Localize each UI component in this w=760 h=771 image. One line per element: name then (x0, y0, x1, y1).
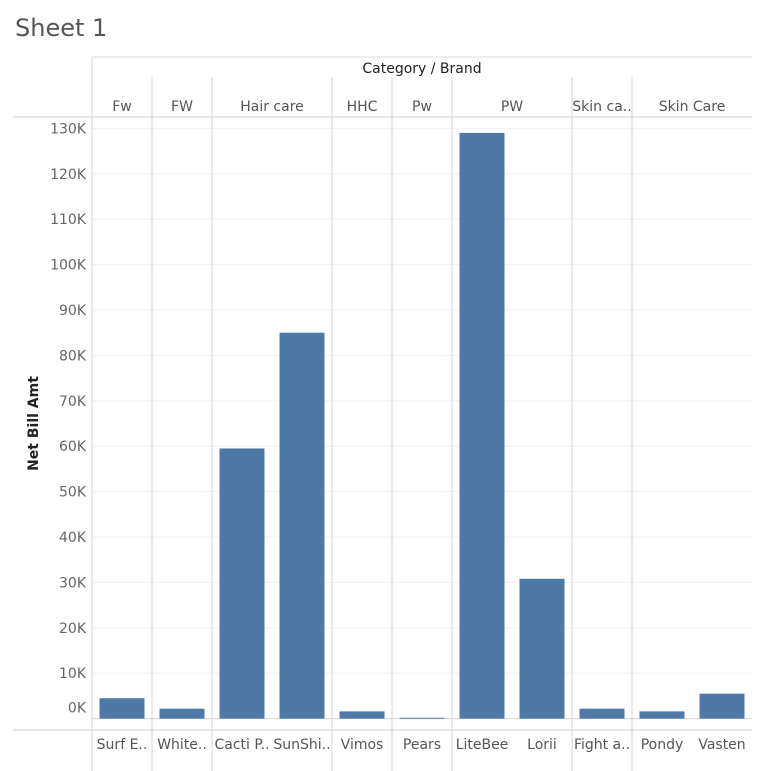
bar (519, 578, 565, 719)
brand-label: SunShi.. (273, 737, 330, 753)
bar (159, 708, 205, 719)
category-label: FW (171, 99, 193, 115)
bar (219, 448, 265, 719)
brand-label: LiteBee (456, 737, 509, 753)
header-title: Category / Brand (362, 61, 481, 77)
brand-label: Cacti P.. (214, 737, 269, 753)
y-tick-label: 100K (50, 258, 87, 274)
y-tick-label: 40K (59, 530, 87, 546)
brand-label: Fight a.. (574, 737, 630, 753)
y-tick-label: 80K (59, 348, 87, 364)
brand-label: Pondy (641, 737, 684, 753)
y-tick-label: 70K (59, 394, 87, 410)
category-label: Skin ca.. (572, 99, 631, 115)
brand-label: White.. (157, 737, 207, 753)
brand-label: Pears (403, 737, 441, 753)
category-label: Pw (412, 99, 432, 115)
category-label: Skin Care (659, 99, 726, 115)
bar (279, 332, 325, 719)
brand-label: Vimos (341, 737, 384, 753)
y-tick-label: 130K (50, 121, 87, 137)
y-tick-label: 120K (50, 167, 87, 183)
bar (699, 693, 745, 719)
y-axis-title: Net Bill Amt (26, 376, 42, 471)
category-label: Hair care (240, 99, 304, 115)
bar (399, 717, 445, 719)
y-tick-label: 110K (50, 212, 87, 228)
y-tick-label: 90K (59, 303, 87, 319)
category-label: HHC (347, 99, 378, 115)
bar (339, 711, 385, 719)
brand-label: Surf E.. (97, 737, 148, 753)
category-label: Fw (112, 99, 132, 115)
bar (99, 698, 145, 719)
y-tick-label: 30K (59, 575, 87, 591)
bar (579, 708, 625, 719)
y-tick-label: 60K (59, 439, 87, 455)
y-tick-label: 50K (59, 485, 87, 501)
sheet-title: Sheet 1 (15, 14, 108, 42)
brand-label: Lorii (527, 737, 557, 753)
y-tick-label: 10K (59, 666, 87, 682)
y-tick-label: 20K (59, 621, 87, 637)
category-label: PW (501, 99, 523, 115)
brand-label: Vasten (698, 737, 745, 753)
bar (639, 711, 685, 719)
bar (459, 132, 505, 719)
y-tick-label: 0K (68, 701, 87, 717)
